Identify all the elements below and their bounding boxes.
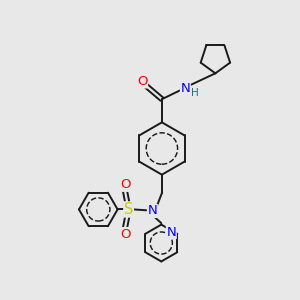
Text: N: N <box>148 204 157 218</box>
Text: N: N <box>181 82 190 95</box>
Text: O: O <box>120 178 130 191</box>
Text: S: S <box>124 202 133 217</box>
Text: N: N <box>167 226 176 238</box>
Text: O: O <box>120 228 130 241</box>
Text: O: O <box>137 75 148 88</box>
Text: H: H <box>191 88 199 98</box>
